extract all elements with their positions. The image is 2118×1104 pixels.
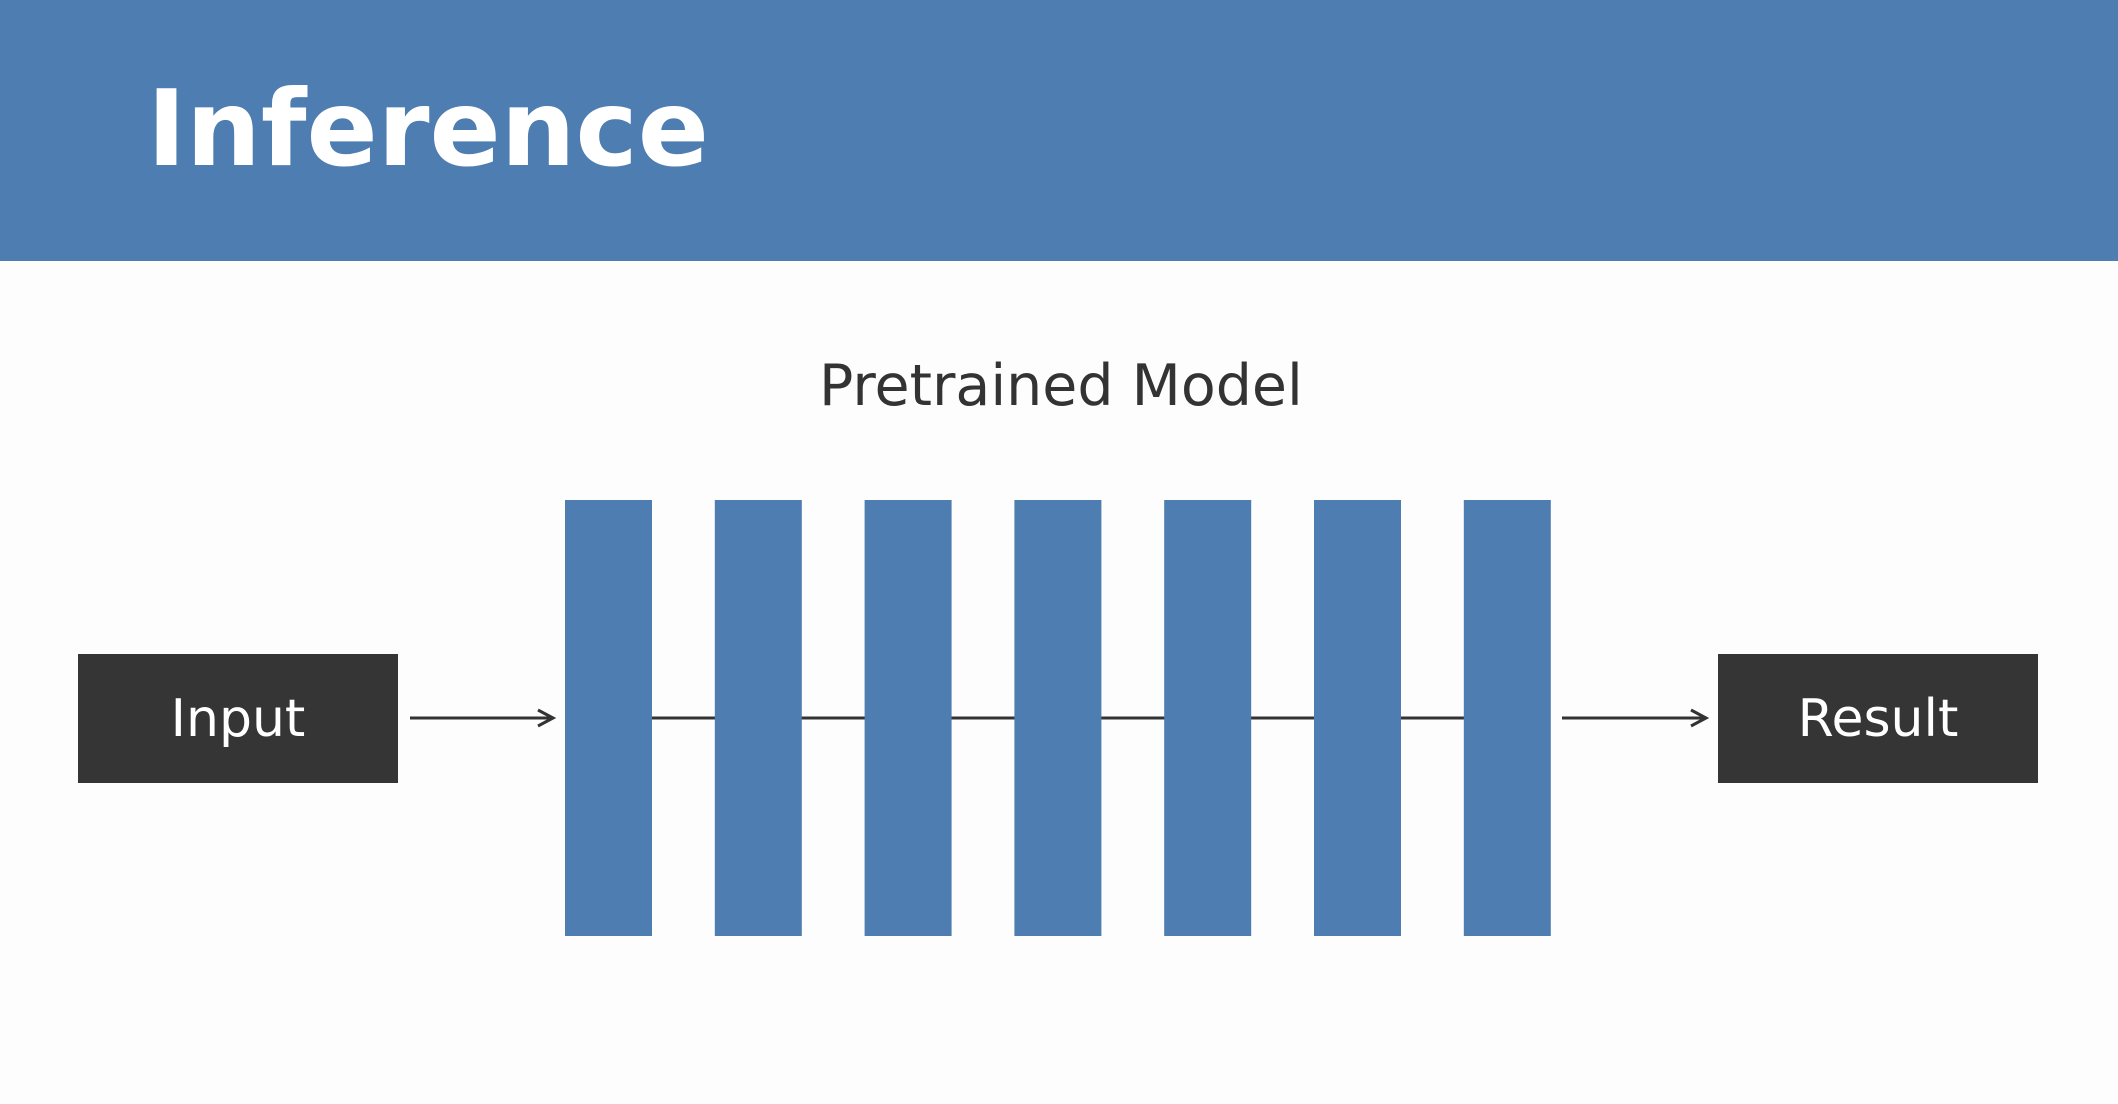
input-label: Input: [170, 688, 306, 749]
model-label: Pretrained Model: [819, 353, 1303, 419]
model-layers: [565, 500, 1551, 936]
page-title: Inference: [147, 68, 709, 190]
model-layer-4: [1014, 500, 1102, 936]
result-label: Result: [1797, 688, 1959, 749]
model-layer-6: [1314, 500, 1401, 936]
model-layer-1: [565, 500, 652, 936]
model-layer-2: [714, 500, 802, 936]
model-layer-3: [864, 500, 952, 936]
model-layer-7: [1463, 500, 1551, 936]
model-layer-5: [1164, 500, 1252, 936]
header-banner: Inference: [0, 0, 2118, 261]
input-box: Input: [78, 654, 398, 783]
result-box: Result: [1718, 654, 2038, 783]
